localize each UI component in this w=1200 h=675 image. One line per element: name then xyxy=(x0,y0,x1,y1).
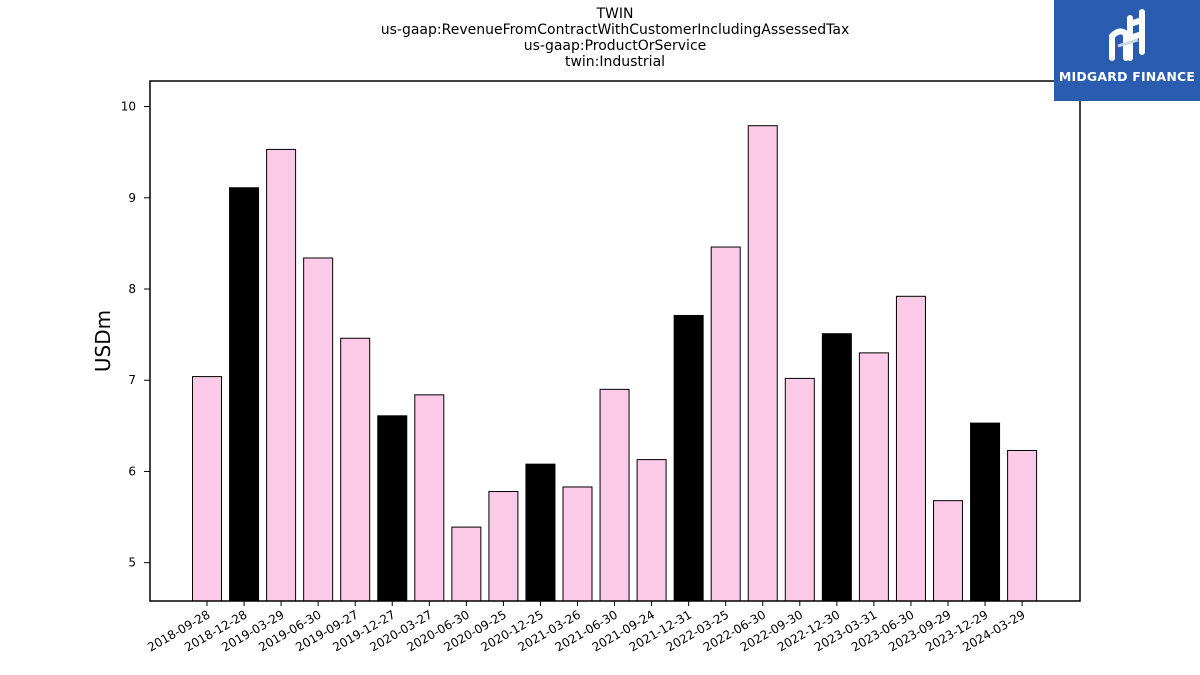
bar-2022-12-30 xyxy=(821,333,852,602)
bar-2019-06-30 xyxy=(303,257,334,602)
y-axis-label: USDm xyxy=(91,310,115,372)
midgard-finance-logo: MIDGARD FINANCE xyxy=(1054,0,1200,101)
bar-2021-12-31 xyxy=(673,314,704,602)
bar-2020-09-25 xyxy=(488,491,519,602)
plot-frame xyxy=(149,80,1081,602)
bar-2021-09-24 xyxy=(636,459,667,602)
title-line-2: us-gaap:RevenueFromContractWithCustomerI… xyxy=(380,22,850,38)
logo-mark-icon xyxy=(1109,9,1145,61)
y-tick-label: 9 xyxy=(128,191,136,205)
title-line-4: twin:Industrial xyxy=(564,54,666,70)
title-line-1: TWIN xyxy=(596,6,634,22)
title-line-3: us-gaap:ProductOrService xyxy=(523,38,707,54)
y-tick-label: 6 xyxy=(128,464,136,478)
y-tick-label: 8 xyxy=(128,282,136,296)
bar-2022-06-30 xyxy=(747,125,778,602)
bar-2020-03-27 xyxy=(414,394,445,602)
y-tick-label: 7 xyxy=(128,373,136,387)
bar-2023-06-30 xyxy=(895,295,926,602)
y-tick-label: 10 xyxy=(121,100,136,114)
bar-2021-03-26 xyxy=(562,486,593,602)
bars-group xyxy=(192,125,1038,602)
bar-2022-03-25 xyxy=(710,246,741,602)
logo-text: MIDGARD FINANCE xyxy=(1058,69,1196,84)
bar-2023-03-31 xyxy=(858,352,889,602)
bar-2022-09-30 xyxy=(784,377,815,602)
bar-2020-06-30 xyxy=(451,526,482,602)
bar-2019-03-29 xyxy=(266,148,297,602)
bar-2020-12-25 xyxy=(525,463,556,602)
bar-2018-09-28 xyxy=(192,376,222,602)
bar-2019-12-27 xyxy=(377,415,408,602)
bar-2024-03-29 xyxy=(1007,449,1038,602)
y-axis-ticks: 5 6 7 8 9 10 xyxy=(121,100,150,570)
chart-title: TWIN us-gaap:RevenueFromContractWithCust… xyxy=(0,6,1200,70)
bar-2021-06-30 xyxy=(599,388,630,602)
x-axis-ticks: 2018-09-282018-12-282019-03-292019-06-30… xyxy=(145,601,1028,654)
bar-2023-12-29 xyxy=(970,422,1001,602)
bar-2019-09-27 xyxy=(340,337,371,602)
y-tick-label: 5 xyxy=(128,556,136,570)
bar-2018-12-28 xyxy=(229,187,260,602)
bar-2023-09-29 xyxy=(933,500,963,602)
